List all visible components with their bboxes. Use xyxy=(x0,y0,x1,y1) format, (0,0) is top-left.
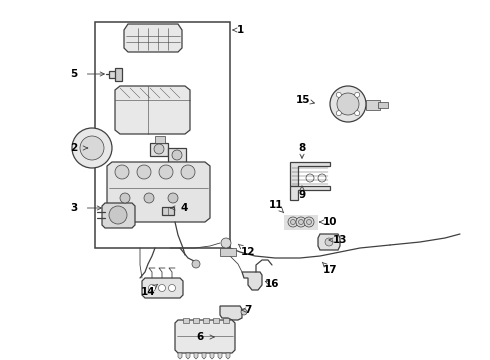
Circle shape xyxy=(298,220,303,225)
Polygon shape xyxy=(242,272,262,290)
Circle shape xyxy=(144,193,154,203)
Text: 1: 1 xyxy=(233,25,244,35)
Circle shape xyxy=(109,206,127,224)
Circle shape xyxy=(159,165,173,179)
Circle shape xyxy=(148,284,155,292)
Polygon shape xyxy=(175,320,235,353)
Circle shape xyxy=(296,217,306,227)
Circle shape xyxy=(158,284,166,292)
Polygon shape xyxy=(178,353,182,359)
Circle shape xyxy=(337,93,359,115)
Text: 17: 17 xyxy=(322,262,337,275)
Polygon shape xyxy=(142,278,183,298)
Bar xyxy=(223,318,229,323)
Text: 12: 12 xyxy=(238,244,255,257)
Bar xyxy=(155,136,165,143)
Bar xyxy=(162,207,174,215)
Polygon shape xyxy=(102,203,135,228)
Text: 15: 15 xyxy=(296,95,315,105)
Bar xyxy=(213,318,219,323)
Circle shape xyxy=(336,111,342,116)
Text: 5: 5 xyxy=(71,69,104,79)
Circle shape xyxy=(168,193,178,203)
Bar xyxy=(183,318,189,323)
Bar xyxy=(109,71,120,78)
Polygon shape xyxy=(124,24,182,52)
Circle shape xyxy=(318,174,326,182)
Polygon shape xyxy=(210,353,214,359)
Bar xyxy=(366,100,380,110)
Circle shape xyxy=(137,165,151,179)
Polygon shape xyxy=(186,353,190,359)
Bar xyxy=(168,148,186,162)
Bar xyxy=(284,215,318,230)
Circle shape xyxy=(120,193,130,203)
Circle shape xyxy=(291,220,295,225)
Text: 10: 10 xyxy=(319,217,337,227)
Circle shape xyxy=(80,136,104,160)
Text: 8: 8 xyxy=(298,143,306,158)
Polygon shape xyxy=(194,353,198,359)
Circle shape xyxy=(306,174,314,182)
Circle shape xyxy=(330,86,366,122)
Text: 11: 11 xyxy=(269,200,284,213)
Text: 4: 4 xyxy=(171,203,188,213)
Text: 16: 16 xyxy=(265,279,279,289)
Circle shape xyxy=(154,144,164,154)
Polygon shape xyxy=(107,162,210,222)
Text: 9: 9 xyxy=(298,186,306,200)
Circle shape xyxy=(115,165,129,179)
Circle shape xyxy=(72,128,112,168)
Circle shape xyxy=(355,92,360,97)
Polygon shape xyxy=(218,353,222,359)
Circle shape xyxy=(325,238,333,246)
Text: 14: 14 xyxy=(141,284,158,297)
Polygon shape xyxy=(318,234,340,250)
Circle shape xyxy=(192,260,200,268)
Text: 7: 7 xyxy=(242,305,252,315)
Circle shape xyxy=(172,150,182,160)
Polygon shape xyxy=(220,306,242,320)
Text: 13: 13 xyxy=(329,235,347,245)
Bar xyxy=(193,318,199,323)
Circle shape xyxy=(241,309,247,315)
Circle shape xyxy=(288,217,298,227)
Bar xyxy=(220,248,236,256)
Bar xyxy=(150,143,168,156)
Circle shape xyxy=(221,238,231,248)
Bar xyxy=(95,22,230,248)
Circle shape xyxy=(336,92,342,97)
Polygon shape xyxy=(202,353,206,359)
Bar xyxy=(378,102,388,108)
Circle shape xyxy=(169,284,175,292)
Circle shape xyxy=(181,165,195,179)
Polygon shape xyxy=(115,86,190,134)
Circle shape xyxy=(355,111,360,116)
Text: 2: 2 xyxy=(71,143,88,153)
Bar xyxy=(115,68,122,81)
Circle shape xyxy=(304,217,314,227)
Polygon shape xyxy=(226,353,230,359)
Text: 3: 3 xyxy=(71,203,101,213)
Circle shape xyxy=(307,220,312,225)
Bar xyxy=(203,318,209,323)
Polygon shape xyxy=(290,186,330,200)
Text: 6: 6 xyxy=(196,332,214,342)
Polygon shape xyxy=(290,162,330,186)
